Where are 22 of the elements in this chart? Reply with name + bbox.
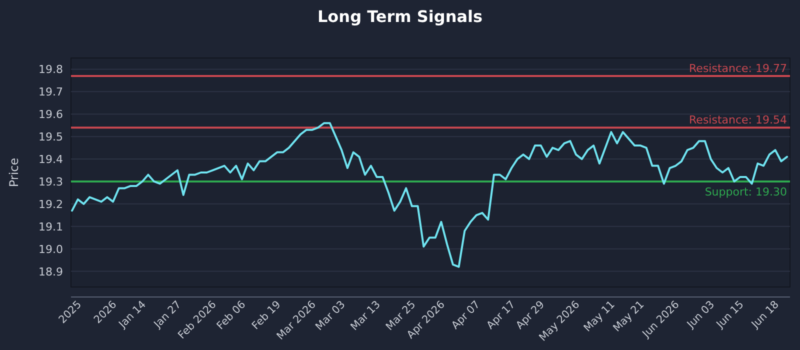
x-tick-label: Jan 27	[151, 298, 184, 332]
y-tick-label: 19.5	[38, 130, 63, 144]
x-tick-label: Jun 18	[748, 298, 782, 332]
ref-line-label: Support: 19.30	[704, 185, 787, 198]
x-tick-label: Feb 06	[214, 298, 248, 332]
x-tick-label: Apr 07	[449, 298, 483, 332]
ref-line-label: Resistance: 19.77	[689, 62, 787, 75]
y-tick-label: 19.4	[38, 153, 63, 166]
ref-line-label: Resistance: 19.54	[689, 114, 787, 127]
chart-title: Long Term Signals	[317, 7, 483, 26]
x-tick-label: Mar 13	[348, 298, 383, 333]
x-tick-label: Jan 14	[116, 298, 149, 332]
line-series	[71, 122, 788, 268]
y-axis-title: Price	[7, 158, 21, 188]
y-tick-label: 19.3	[38, 175, 63, 188]
y-tick-label: 19.8	[38, 63, 63, 76]
y-tick-label: 19.6	[38, 108, 63, 122]
y-tick-label: 19.1	[38, 220, 63, 234]
y-tick-label: 18.9	[38, 265, 63, 278]
y-tick-label: 19.2	[38, 198, 63, 211]
y-tick-label: 19.7	[38, 86, 63, 99]
y-tick-label: 19.0	[38, 242, 63, 256]
